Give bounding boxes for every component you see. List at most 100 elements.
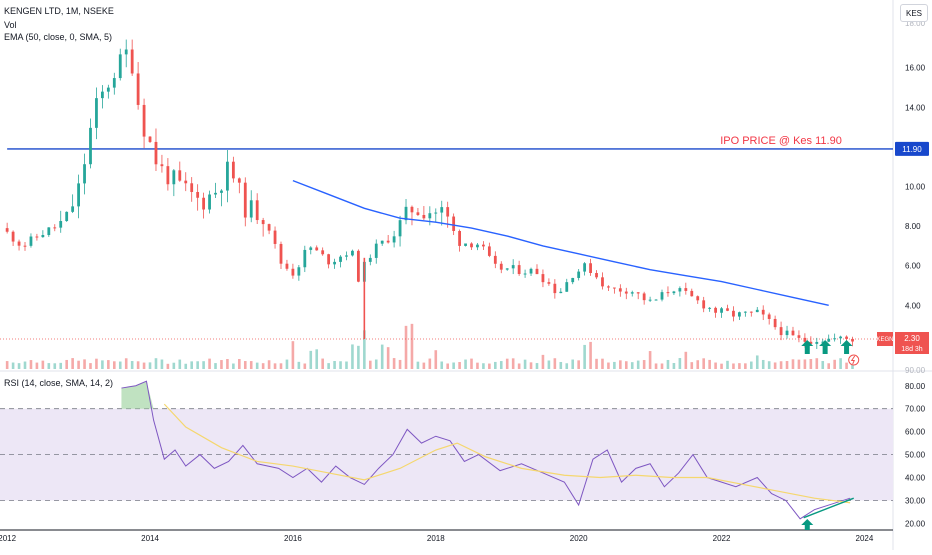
price-tick-label: 4.00: [905, 301, 921, 310]
volume-bar: [630, 362, 634, 369]
candle-body: [636, 292, 640, 294]
candle-body: [464, 243, 467, 246]
candle-body: [642, 293, 646, 301]
candle-body: [255, 200, 259, 221]
price-tick-label: 8.00: [905, 222, 921, 231]
candle-body: [660, 292, 664, 300]
candle-body: [458, 230, 461, 246]
rsi-legend[interactable]: RSI (14, close, SMA, 14, 2): [4, 378, 114, 388]
candle-body: [226, 161, 229, 191]
candle-body: [166, 166, 170, 185]
rsi-tick-label: 80.00: [905, 382, 926, 391]
volume-bar: [660, 363, 664, 369]
volume-bar: [499, 361, 503, 369]
volume-bar: [821, 361, 825, 369]
candle-body: [297, 267, 301, 276]
candle-body: [196, 192, 200, 198]
candle-body: [559, 291, 563, 294]
volume-bar: [577, 360, 580, 369]
volume-bar: [202, 361, 205, 369]
volume-bar: [595, 358, 598, 369]
volume-bar: [178, 359, 182, 369]
candle-body: [422, 214, 426, 219]
volume-bar: [785, 361, 789, 369]
volume-bar: [23, 361, 27, 369]
price-badge-symbol: KEGN: [876, 337, 893, 343]
currency-button[interactable]: KES: [900, 4, 928, 22]
volume-bar: [357, 345, 360, 369]
volume-bar: [190, 361, 193, 369]
volume-bar: [809, 358, 813, 369]
rsi-tick-label: 60.00: [905, 428, 926, 437]
volume-bar: [309, 350, 313, 369]
volume-bar: [494, 361, 497, 369]
volume-bar: [773, 362, 777, 369]
volume-bar: [434, 350, 438, 369]
volume-bar: [285, 359, 289, 369]
volume-bar: [666, 359, 670, 369]
rsi-trendline[interactable]: [803, 497, 854, 519]
volume-bar: [803, 359, 807, 369]
volume-bar: [303, 363, 307, 369]
time-tick-label: 2022: [713, 534, 731, 543]
volume-bar: [327, 363, 330, 369]
volume-bar: [422, 362, 426, 369]
candle-body: [434, 212, 438, 214]
candle-body: [184, 180, 188, 184]
candle-body: [392, 236, 396, 243]
candle-body: [535, 268, 539, 275]
candle-body: [53, 227, 57, 229]
volume-bar: [368, 360, 372, 369]
candle-body: [416, 212, 420, 215]
candle-body: [106, 87, 110, 92]
volume-bar: [744, 363, 747, 369]
volume-bar: [398, 359, 402, 369]
rsi-tick-label: 70.00: [905, 405, 926, 414]
candle-body: [785, 330, 789, 336]
ipo-price-axis-label: 11.90: [902, 145, 922, 154]
volume-bar: [291, 341, 295, 369]
volume-bar: [279, 363, 283, 369]
volume-bar: [654, 363, 658, 369]
ipo-price-axis-badge: [895, 141, 929, 156]
candle-body: [249, 200, 253, 218]
buy-arrow-icon: [801, 340, 814, 354]
candle-body: [452, 216, 456, 231]
volume-bar: [601, 358, 604, 369]
volume-bar: [750, 361, 753, 369]
candle-body: [23, 245, 27, 247]
candle-body: [505, 268, 509, 270]
candle-body: [47, 227, 51, 236]
candle-body: [803, 337, 807, 342]
candle-body: [732, 310, 735, 317]
volume-legend[interactable]: Vol: [4, 20, 17, 30]
rsi-ma-line[interactable]: [163, 403, 851, 504]
candle-body: [315, 247, 319, 251]
volume-bar: [374, 359, 378, 369]
candle-body: [41, 235, 45, 238]
volume-bar: [779, 361, 783, 369]
candle-body: [398, 220, 402, 237]
rsi-tick-label: 30.00: [905, 496, 926, 505]
ema-legend[interactable]: EMA (50, close, 0, SMA, 5): [4, 32, 113, 42]
price-badge-bg: [895, 332, 929, 354]
volume-bar: [273, 363, 277, 369]
volume-bar: [714, 362, 717, 369]
candle-body: [476, 244, 479, 248]
candle-body: [654, 299, 658, 301]
time-tick-label: 2024: [856, 534, 874, 543]
volume-bar: [297, 361, 301, 369]
candle-body: [243, 182, 247, 218]
time-tick-label: 2018: [427, 534, 445, 543]
candle-body: [809, 341, 813, 344]
volume-bar: [791, 359, 795, 369]
candle-body: [547, 282, 551, 284]
candle-body: [178, 170, 182, 181]
candle-body: [446, 207, 450, 217]
rsi-line[interactable]: [121, 380, 851, 520]
ema-line[interactable]: [292, 179, 829, 307]
candle-body: [851, 338, 854, 342]
symbol-legend[interactable]: KENGEN LTD, 1M, NSEKE: [4, 6, 114, 16]
candle-body: [356, 250, 360, 282]
